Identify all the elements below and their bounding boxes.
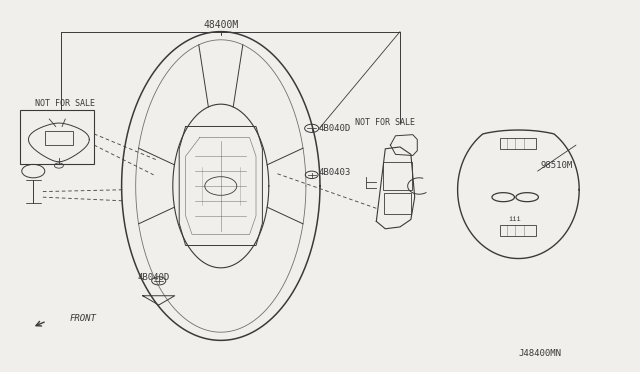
Text: 4B0403: 4B0403 [319,169,351,177]
Text: 4B040D: 4B040D [319,124,351,133]
Text: iii: iii [509,217,522,222]
Bar [384,193,411,214]
Bar [500,225,536,236]
Text: FRONT: FRONT [69,314,96,323]
Text: 98510M: 98510M [541,161,573,170]
Text: NOT FOR SALE: NOT FOR SALE [35,99,95,108]
Text: J48400MN: J48400MN [518,349,561,358]
Text: NOT FOR SALE: NOT FOR SALE [355,118,415,127]
Bar [45,131,73,145]
Bar [383,162,412,190]
Bar [20,110,94,164]
Bar [500,138,536,149]
Text: 4B040D: 4B040D [138,273,170,282]
Text: 48400M: 48400M [203,20,239,31]
